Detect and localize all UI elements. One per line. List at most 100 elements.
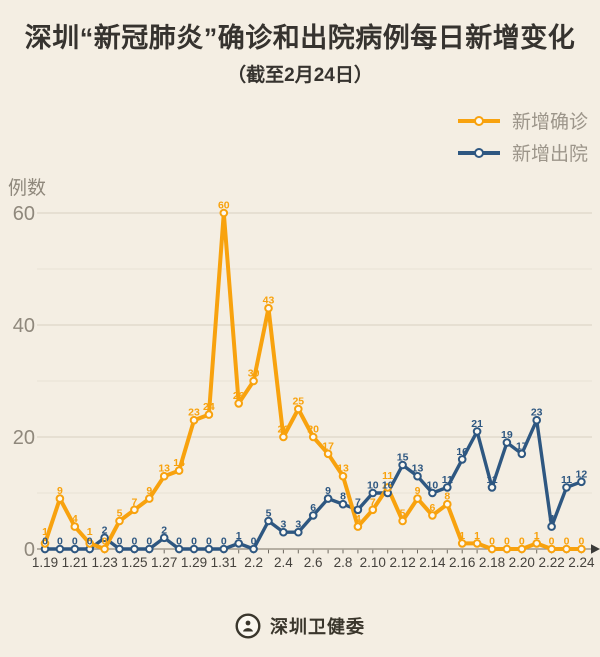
confirmed-value-label: 0: [578, 536, 584, 548]
confirmed-value-label: 9: [57, 485, 63, 497]
confirmed-value-label: 11: [382, 470, 393, 482]
confirmed-value-label: 1: [474, 530, 480, 542]
data-point: [294, 527, 303, 537]
y-tick-label: 40: [13, 315, 35, 337]
data-point: [532, 415, 542, 425]
confirmed-value-label: 7: [370, 496, 376, 508]
data-point: [383, 483, 393, 492]
confirmed-value-label: 7: [131, 496, 137, 508]
confirmed-value-label: 0: [489, 536, 495, 548]
page-subtitle: （截至2月24日）: [227, 65, 373, 86]
discharged-value-label: 9: [325, 485, 331, 497]
confirmed-value-label: 1: [534, 530, 540, 542]
discharged-value-label: 17: [516, 440, 528, 452]
x-tick-label: 1.29: [181, 555, 207, 570]
discharged-value-label: 0: [42, 536, 48, 548]
discharged-value-label: 15: [397, 452, 409, 464]
legend-item-confirmed: 新增确诊: [456, 107, 588, 134]
x-tick-label: 2.24: [568, 555, 595, 570]
confirmed-value-label: 26: [233, 390, 245, 402]
confirmed-value-label: 13: [158, 463, 170, 475]
x-tick-label: 2.14: [419, 555, 446, 570]
data-point: [398, 516, 407, 526]
confirmed-value-label: 20: [307, 424, 319, 436]
data-point: [547, 522, 556, 531]
x-tick-label: 1.25: [121, 555, 147, 570]
x-tick-label: 1.31: [211, 555, 237, 570]
data-point: [279, 527, 288, 537]
data-point: [100, 533, 109, 543]
discharged-value-label: 0: [131, 536, 137, 548]
data-point: [159, 533, 169, 543]
discharged-value-label: 19: [501, 429, 513, 441]
data-point: [55, 544, 65, 554]
data-point: [189, 544, 199, 554]
data-point: [577, 477, 586, 487]
discharged-value-label: 10: [367, 480, 379, 492]
seal-icon: [235, 613, 261, 639]
confirmed-value-label: 5: [400, 508, 406, 520]
data-point: [70, 544, 80, 554]
discharged-value-label: 2: [102, 524, 108, 536]
discharged-value-label: 10: [427, 480, 439, 492]
discharged-value-label: 11: [561, 474, 572, 486]
data-point: [249, 376, 258, 386]
data-point: [264, 516, 273, 526]
discharged-value-label: 5: [266, 508, 272, 520]
data-point: [517, 449, 527, 459]
data-point: [323, 494, 333, 503]
data-point: [413, 471, 422, 481]
data-point: [174, 466, 184, 475]
data-point: [502, 438, 512, 447]
discharged-value-label: 11: [486, 474, 497, 486]
x-tick-label: 2.18: [479, 555, 505, 570]
discharged-value-label: 6: [310, 502, 316, 514]
x-tick-label: 2.2: [244, 555, 263, 570]
confirmed-value-label: 24: [203, 401, 215, 413]
confirmed-value-label: 9: [415, 485, 421, 497]
confirmed-value-label: 1: [42, 526, 48, 538]
discharged-value-label: 2: [161, 524, 167, 536]
data-point: [428, 511, 437, 520]
data-point: [532, 539, 542, 548]
data-point: [130, 505, 139, 515]
data-point: [457, 539, 467, 548]
data-point: [294, 404, 303, 414]
confirmed-value-label: 60: [218, 200, 230, 212]
data-point: [40, 539, 50, 548]
confirmed-value-label: 17: [322, 440, 334, 452]
discharged-value-label: 0: [57, 536, 63, 548]
legend-label-discharged: 新增出院: [511, 144, 588, 165]
discharged-value-label: 11: [442, 474, 453, 486]
discharged-value-label: 23: [531, 407, 543, 419]
data-point: [353, 505, 363, 515]
confirmed-value-label: 0: [564, 536, 570, 548]
data-point: [55, 494, 65, 503]
confirmed-value-label: 14: [173, 457, 185, 469]
data-point: [264, 303, 273, 313]
data-point: [517, 544, 527, 554]
data-point: [413, 494, 422, 503]
data-point: [368, 505, 378, 515]
x-tick-label: 2.16: [449, 555, 475, 570]
data-point: [219, 208, 229, 218]
legend-line-confirmed-icon: [457, 115, 500, 126]
data-point: [204, 544, 214, 554]
data-point: [487, 544, 497, 554]
discharged-value-label: 13: [412, 463, 424, 475]
confirmed-value-label: 4: [355, 513, 361, 525]
data-point: [547, 544, 556, 554]
confirmed-value-label: 20: [278, 424, 290, 436]
discharged-value-label: 8: [340, 491, 346, 503]
data-point: [577, 544, 586, 554]
chart-legend: 新增确诊 新增出院: [456, 107, 588, 166]
data-point: [159, 471, 169, 481]
confirmed-value-label: 8: [444, 491, 450, 503]
x-tick-label: 2.12: [389, 555, 415, 570]
y-tick-label: 0: [24, 539, 35, 561]
confirmed-value-label: 0: [102, 536, 108, 548]
discharged-value-label: 4: [549, 513, 555, 525]
discharged-value-label: 0: [191, 536, 197, 548]
y-tick-label: 20: [13, 427, 35, 449]
